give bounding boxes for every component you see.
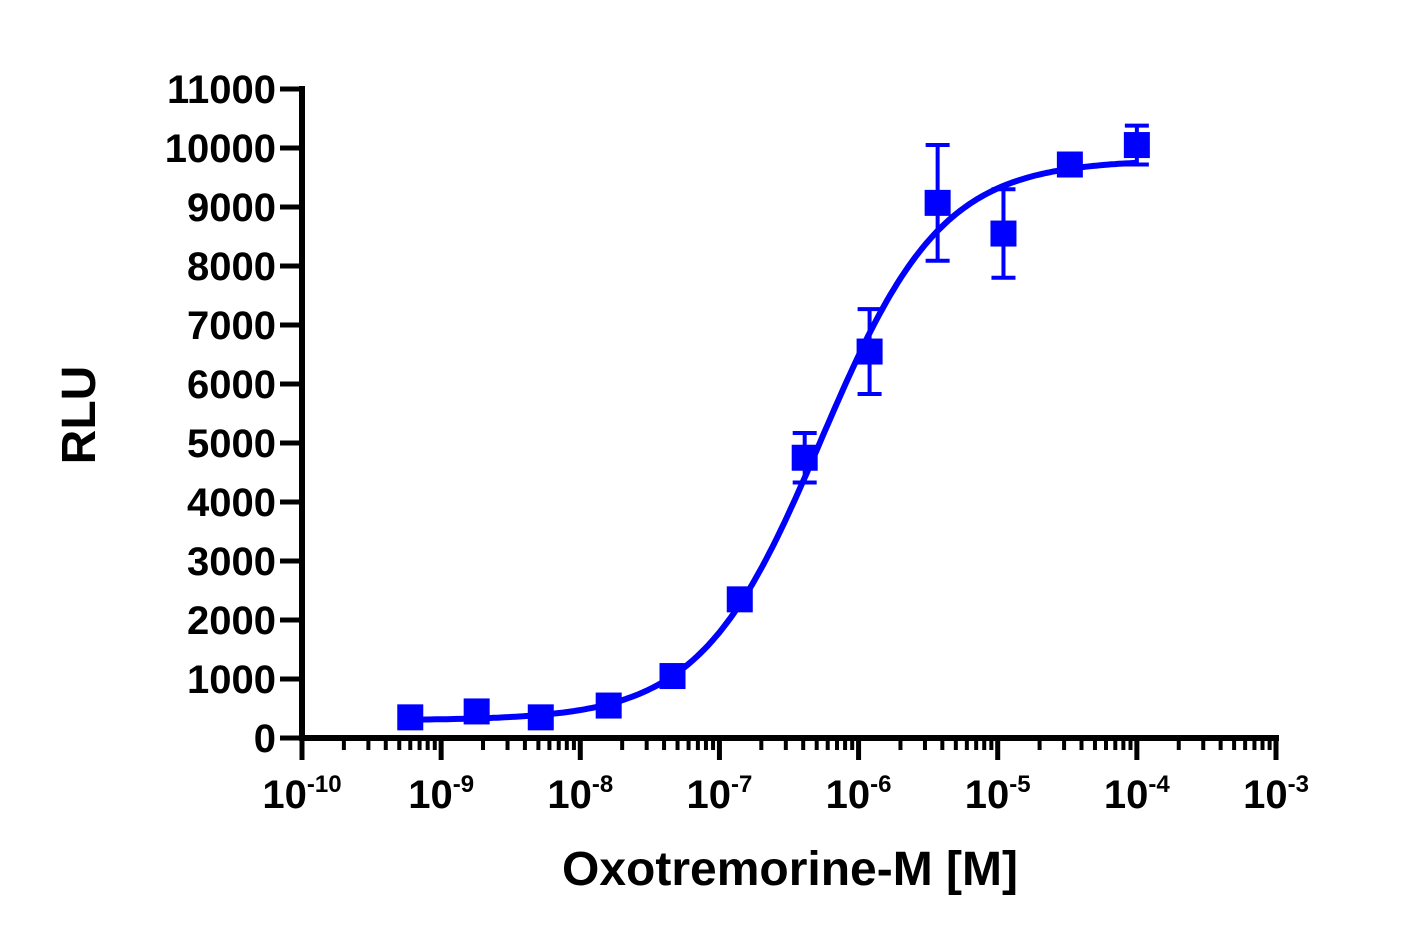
y-tick-label: 9000 <box>187 186 276 230</box>
data-point <box>397 704 424 731</box>
y-tick-label: 0 <box>254 717 276 761</box>
data-point <box>1056 151 1083 178</box>
x-axis-title: Oxotremorine-M [M] <box>562 843 1018 896</box>
x-tick-label: 10-10 <box>262 771 341 817</box>
data-point <box>791 444 818 471</box>
data-point <box>595 692 622 719</box>
data-point <box>726 586 753 613</box>
y-axis: 0 1000 2000 3000 4000 5000 6000 7000 8000 9000 100… <box>165 68 305 761</box>
y-tick-label: 3000 <box>187 540 276 584</box>
y-tick-label: 10000 <box>165 127 276 171</box>
data-point <box>856 338 883 365</box>
x-tick-label: 10-4 <box>1104 771 1170 817</box>
y-tick-label: 11000 <box>167 68 276 112</box>
data-points-layer <box>397 123 1150 731</box>
x-tick-label: 10-9 <box>408 771 474 817</box>
x-tick-label: 10-8 <box>547 771 613 817</box>
data-point <box>1123 132 1150 159</box>
y-tick-label: 5000 <box>187 422 276 466</box>
fit-curve <box>410 159 1138 723</box>
y-tick-label: 7000 <box>187 304 276 348</box>
data-point <box>990 220 1017 247</box>
data-point <box>659 663 686 690</box>
fit-curve-layer <box>410 159 1138 723</box>
y-tick-label: 4000 <box>187 481 276 525</box>
y-tick-label: 1000 <box>187 658 276 702</box>
x-tick-label: 10-5 <box>965 771 1031 817</box>
y-axis-title: RLU <box>53 366 106 465</box>
x-tick-label: 10-3 <box>1243 771 1309 817</box>
data-point <box>924 189 951 216</box>
x-axis: 10-10 10-9 10-8 10-7 10-6 10-5 10-4 10-3 <box>262 735 1309 817</box>
x-tick-label: 10-6 <box>826 771 892 817</box>
data-point <box>527 704 554 731</box>
y-tick-label: 6000 <box>187 363 276 407</box>
x-tick-label: 10-7 <box>687 771 753 817</box>
y-tick-label: 8000 <box>187 245 276 289</box>
data-point <box>463 698 490 725</box>
y-tick-label: 2000 <box>187 599 276 643</box>
